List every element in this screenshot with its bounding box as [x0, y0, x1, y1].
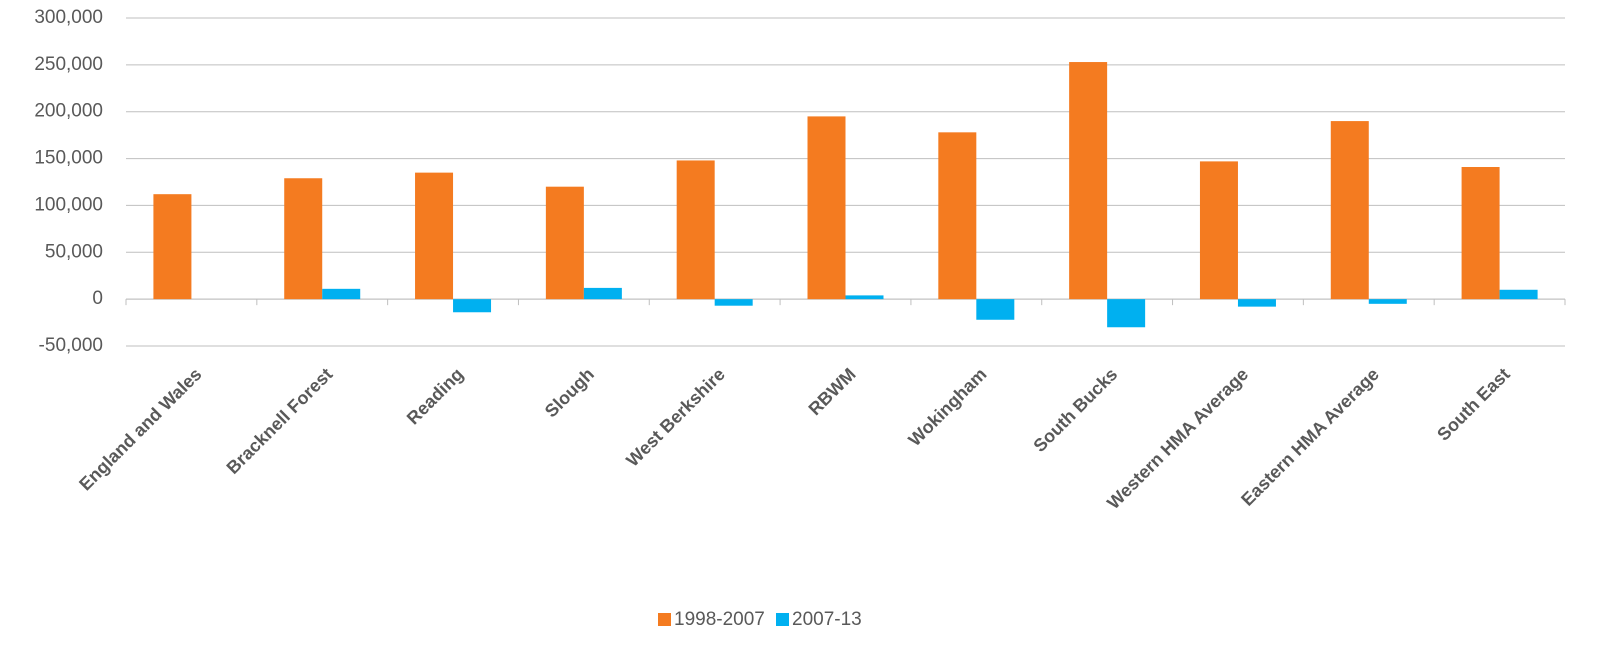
bar — [153, 194, 192, 300]
x-tick-label: Reading — [403, 364, 467, 428]
bar — [1330, 121, 1369, 300]
y-tick-label: 150,000 — [34, 148, 103, 169]
bar — [322, 288, 361, 300]
bar — [1461, 167, 1500, 300]
x-tick-label: Bracknell Forest — [223, 364, 337, 478]
bar — [1069, 62, 1108, 300]
bar — [714, 299, 753, 306]
y-tick-label: 0 — [92, 288, 103, 309]
x-tick-label: RBWM — [805, 364, 860, 419]
bar — [1107, 299, 1146, 328]
bar — [1499, 289, 1538, 300]
bar — [545, 186, 584, 300]
x-tick-label: Slough — [541, 364, 598, 421]
x-tick-label: South Bucks — [1029, 364, 1121, 456]
legend-swatch — [776, 613, 789, 626]
x-tick-label: Eastern HMA Average — [1237, 364, 1383, 510]
x-tick-label: Wokingham — [904, 364, 990, 450]
bar — [583, 287, 622, 300]
y-tick-label: 300,000 — [34, 7, 103, 28]
bar — [1368, 299, 1407, 304]
x-tick-label: South East — [1433, 364, 1514, 445]
x-tick-label: West Berkshire — [622, 364, 729, 471]
bar — [284, 178, 323, 300]
y-tick-label: 50,000 — [45, 241, 103, 262]
legend-label: 2007-13 — [792, 609, 862, 630]
y-tick-label: 200,000 — [34, 101, 103, 122]
bar — [676, 160, 715, 300]
bar — [807, 116, 846, 300]
bar — [453, 299, 492, 313]
bar — [976, 299, 1015, 320]
bar — [415, 172, 454, 300]
legend-swatch — [658, 613, 671, 626]
y-tick-label: 100,000 — [34, 194, 103, 215]
bar — [845, 295, 884, 300]
bar — [938, 132, 977, 300]
x-tick-label: England and Wales — [75, 364, 205, 494]
bar — [1237, 299, 1276, 307]
legend-label: 1998-2007 — [674, 609, 765, 630]
x-tick-label: Western HMA Average — [1103, 364, 1252, 513]
y-tick-label: -50,000 — [39, 335, 103, 356]
y-tick-label: 250,000 — [34, 54, 103, 75]
bar — [1199, 161, 1238, 300]
